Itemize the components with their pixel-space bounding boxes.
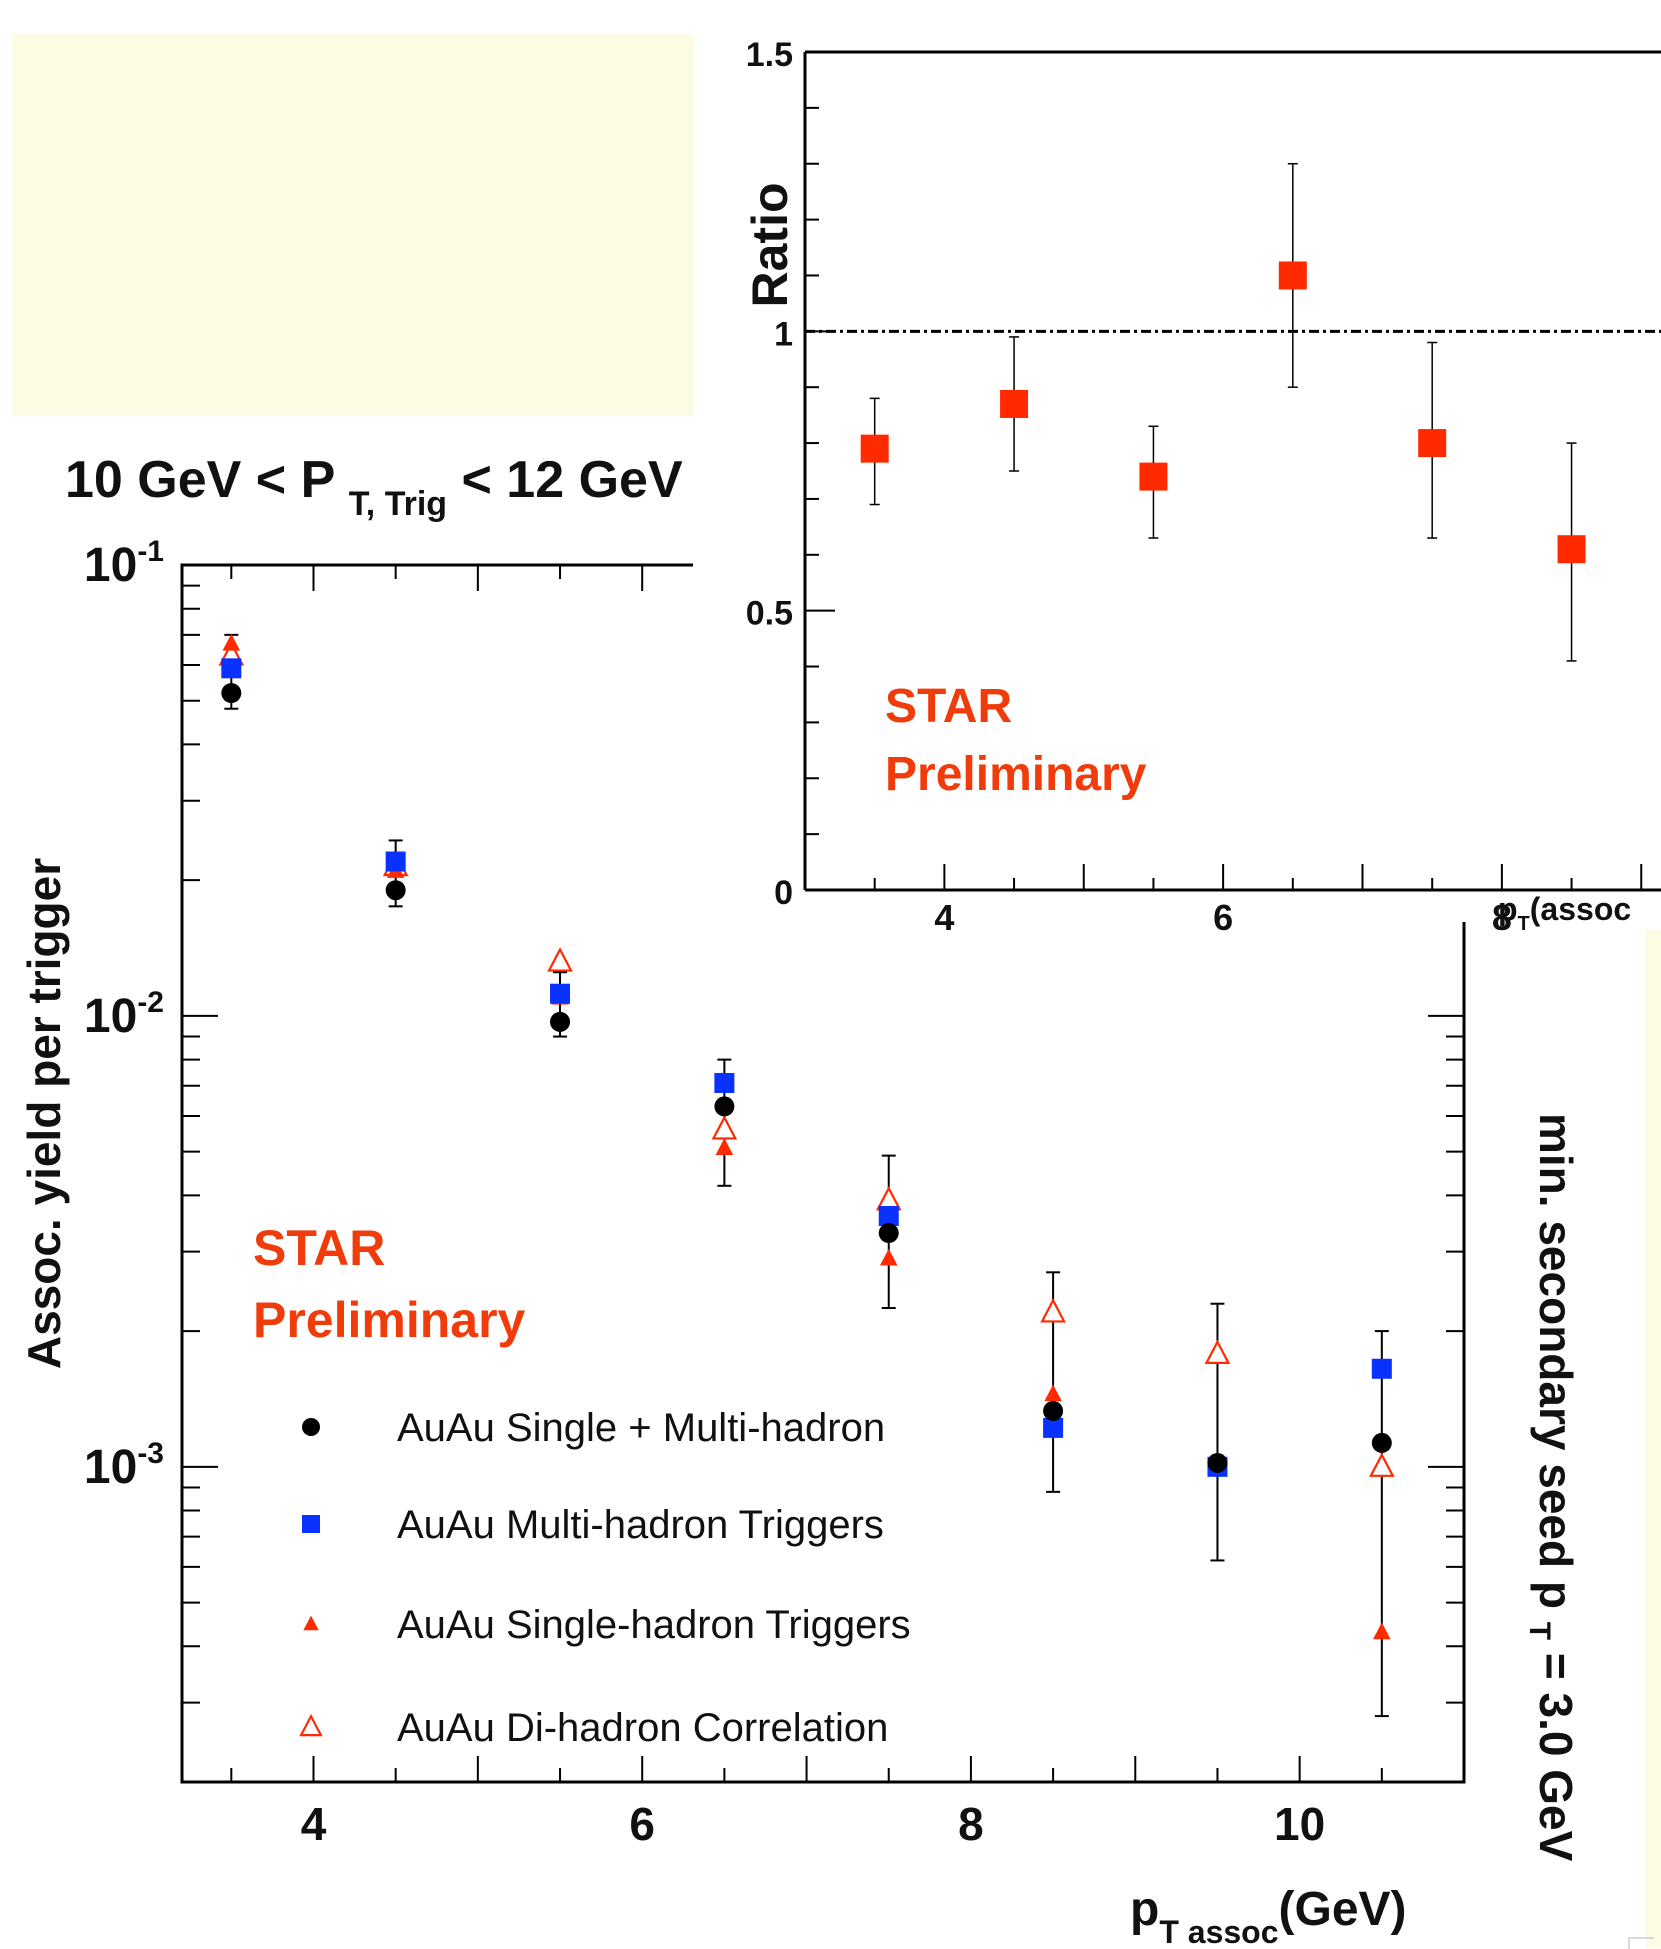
- ratio-x-axis-label: pT(assoc: [1498, 891, 1631, 935]
- data-point: [222, 633, 241, 651]
- title-subscript: T, Trig: [349, 485, 447, 523]
- data-point: [1371, 1358, 1392, 1379]
- legend-entry: AuAu Single + Multi-hadron: [397, 1406, 885, 1450]
- ratio-point: [1139, 462, 1168, 491]
- inset-preliminary-label: Preliminary: [885, 748, 1147, 801]
- data-point: [1204, 1339, 1231, 1365]
- ratio-point: [1557, 535, 1586, 564]
- ratio-x-tick-label: 8: [1492, 897, 1512, 938]
- legend-entry: AuAu Single-hadron Triggers: [397, 1603, 911, 1647]
- legend-marker: [302, 1515, 320, 1533]
- data-point: [879, 1248, 898, 1266]
- data-point: [547, 947, 573, 972]
- ratio-x-tick-label: 6: [1213, 897, 1233, 938]
- x-axis-label: pT assoc(GeV): [1130, 1883, 1407, 1947]
- note-rest: = 3.0 GeV: [1530, 1653, 1582, 1862]
- data-point: [1043, 1417, 1064, 1438]
- note-subscript: T: [1523, 1622, 1556, 1640]
- trigger-range-title: 10 GeV < P T, Trig < 12 GeV: [65, 451, 683, 527]
- data-point: [385, 851, 406, 872]
- legend-marker: [302, 1418, 320, 1436]
- data-point: [1207, 1452, 1228, 1473]
- ratio-y-tick-label: 1.5: [746, 36, 793, 74]
- x-tick-label: 4: [301, 1798, 327, 1850]
- legend-marker: [299, 1713, 323, 1737]
- legend-entry: AuAu Di-hadron Correlation: [397, 1706, 888, 1750]
- ratio-y-tick-label: 0: [774, 874, 793, 912]
- ratio-point: [1418, 429, 1447, 458]
- data-point: [221, 658, 242, 679]
- y-tick-label: 10-2: [84, 986, 164, 1043]
- ratio-point: [1278, 261, 1307, 290]
- note-main: min. secondary seed p: [1530, 1113, 1582, 1609]
- data-point: [1369, 1452, 1395, 1477]
- data-point: [1371, 1432, 1392, 1453]
- x-tick-label: 6: [629, 1798, 655, 1850]
- preliminary-label: Preliminary: [253, 1292, 526, 1348]
- ratio-y-tick-label: 0.5: [746, 595, 793, 633]
- inset-star-label: STAR: [885, 680, 1012, 733]
- corner-marker: [1628, 1937, 1654, 1949]
- data-point: [714, 1096, 735, 1117]
- data-point: [878, 1205, 899, 1226]
- x-tick-label: 10: [1274, 1798, 1325, 1850]
- y-tick-label: 10-3: [84, 1437, 164, 1494]
- data-point: [550, 1011, 571, 1032]
- data-point: [715, 1138, 734, 1155]
- y-tick-label: 10-1: [84, 535, 164, 592]
- data-point: [1043, 1400, 1064, 1421]
- data-point: [1040, 1298, 1066, 1323]
- ratio-point: [1000, 389, 1029, 418]
- star-label: STAR: [253, 1220, 385, 1276]
- data-point: [550, 983, 571, 1004]
- x-tick-label: 8: [958, 1798, 984, 1850]
- legend-entry: AuAu Multi-hadron Triggers: [397, 1503, 884, 1547]
- title-rest: < 12 GeV: [461, 451, 682, 509]
- legend-marker: [303, 1615, 319, 1631]
- top-left-highlight: [12, 34, 695, 416]
- ratio-y-tick-label: 1: [774, 315, 793, 353]
- data-point: [1373, 1622, 1391, 1640]
- data-point: [385, 880, 406, 901]
- data-point: [1044, 1384, 1062, 1402]
- data-point: [221, 683, 242, 704]
- ratio-x-tick-label: 4: [934, 897, 954, 938]
- title-main: 10 GeV < P: [65, 451, 334, 509]
- seed-pt-note: min. secondary seed p T = 3.0 GeV: [1520, 1113, 1582, 1862]
- data-point: [878, 1223, 899, 1244]
- data-point: [714, 1072, 735, 1093]
- ratio-y-axis-label: Ratio: [742, 183, 798, 308]
- right-highlight: [1645, 930, 1661, 1947]
- ratio-point: [860, 434, 889, 463]
- y-axis-label: Assoc. yield per trigger: [18, 858, 70, 1369]
- inset-background: [693, 0, 1661, 922]
